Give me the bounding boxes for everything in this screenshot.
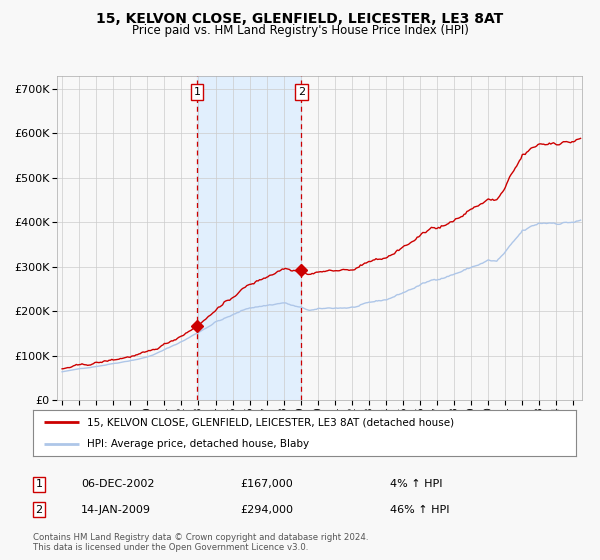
Text: HPI: Average price, detached house, Blaby: HPI: Average price, detached house, Blab… [88,439,310,449]
Text: 2: 2 [35,505,43,515]
Text: £294,000: £294,000 [240,505,293,515]
Text: This data is licensed under the Open Government Licence v3.0.: This data is licensed under the Open Gov… [33,543,308,552]
Text: 15, KELVON CLOSE, GLENFIELD, LEICESTER, LE3 8AT (detached house): 15, KELVON CLOSE, GLENFIELD, LEICESTER, … [88,417,454,427]
Text: 14-JAN-2009: 14-JAN-2009 [81,505,151,515]
Text: Price paid vs. HM Land Registry's House Price Index (HPI): Price paid vs. HM Land Registry's House … [131,24,469,36]
Text: 46% ↑ HPI: 46% ↑ HPI [390,505,449,515]
Text: £167,000: £167,000 [240,479,293,489]
Text: 1: 1 [194,87,200,97]
Text: 2: 2 [298,87,305,97]
Text: 15, KELVON CLOSE, GLENFIELD, LEICESTER, LE3 8AT: 15, KELVON CLOSE, GLENFIELD, LEICESTER, … [97,12,503,26]
Text: Contains HM Land Registry data © Crown copyright and database right 2024.: Contains HM Land Registry data © Crown c… [33,533,368,542]
Text: 06-DEC-2002: 06-DEC-2002 [81,479,155,489]
Bar [197,76,301,400]
Text: 4% ↑ HPI: 4% ↑ HPI [390,479,443,489]
Text: 1: 1 [35,479,43,489]
